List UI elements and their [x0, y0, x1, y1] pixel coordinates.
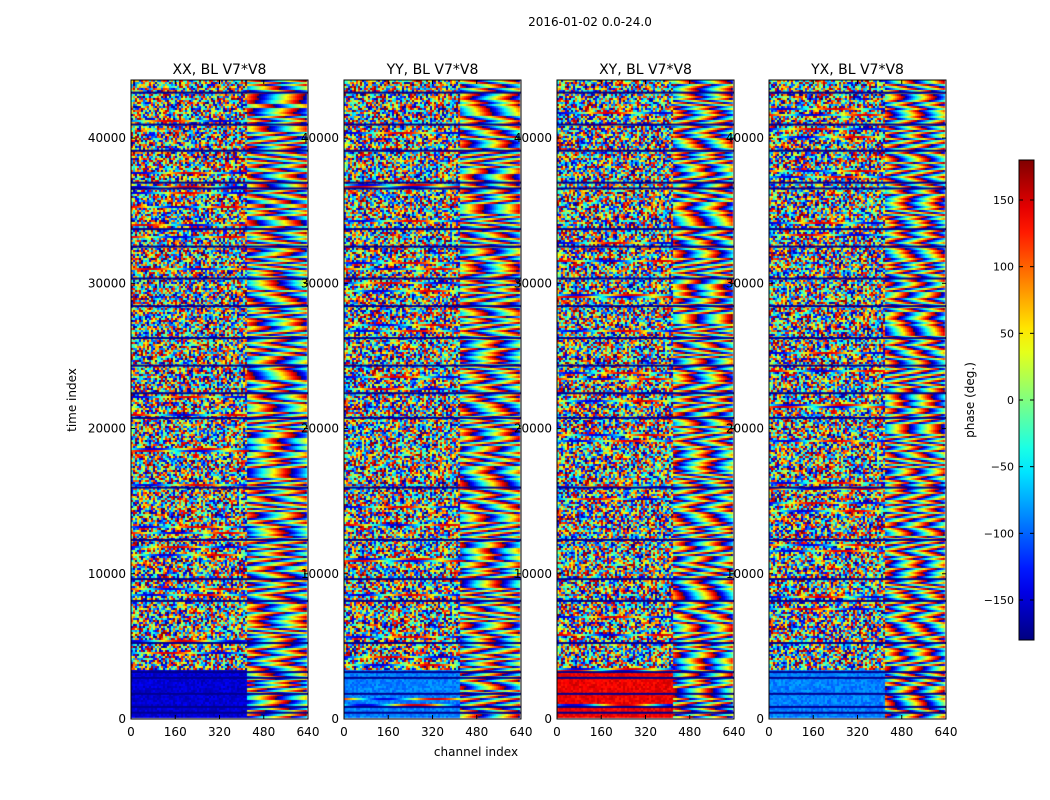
panel-xx: XX, BL V7*V8 0 160 320 480 640 0 10000 20000 3000…: [88, 62, 320, 739]
x-tick-label: 160: [802, 725, 825, 739]
phase-heatmap: [769, 80, 946, 719]
x-tick-label: 320: [634, 725, 657, 739]
y-tick-label: 30000: [514, 276, 552, 290]
colorbar-label: phase (deg.): [963, 362, 977, 438]
colorbar-tick-label: 50: [1000, 327, 1014, 340]
y-tick-label: 20000: [88, 422, 126, 436]
y-tick-label: 0: [756, 712, 764, 726]
x-tick-label: 0: [765, 725, 773, 739]
x-tick-label: 480: [465, 725, 488, 739]
x-tick-label: 320: [846, 725, 869, 739]
y-tick-label: 30000: [726, 276, 764, 290]
x-tick-label: 640: [723, 725, 746, 739]
y-axis-label: time index: [65, 368, 79, 432]
panel-yx: YX, BL V7*V8 0 160 320 480 640 0 10000 20000 3000…: [726, 62, 958, 739]
x-tick-label: 640: [297, 725, 320, 739]
figure-suptitle: 2016-01-02 0.0-24.0: [528, 15, 652, 29]
colorbar-tick-label: −150: [984, 594, 1014, 607]
y-tick-label: 30000: [301, 276, 339, 290]
colorbar-tick-label: −100: [984, 527, 1014, 540]
panel-title: XY, BL V7*V8: [599, 62, 692, 78]
phase-heatmap: [344, 80, 521, 719]
x-axis-label: channel index: [434, 745, 518, 759]
colorbar-tick-label: 150: [993, 194, 1014, 207]
x-tick-label: 0: [340, 725, 348, 739]
x-tick-label: 160: [377, 725, 400, 739]
colorbar-tick-label: 100: [993, 261, 1014, 274]
y-tick-label: 20000: [514, 422, 552, 436]
x-tick-label: 320: [208, 725, 231, 739]
y-tick-label: 30000: [88, 276, 126, 290]
x-tick-label: 640: [510, 725, 533, 739]
y-tick-label: 0: [544, 712, 552, 726]
y-tick-label: 40000: [88, 131, 126, 145]
y-tick-label: 40000: [726, 131, 764, 145]
phase-heatmap: [131, 80, 308, 719]
x-tick-label: 160: [164, 725, 187, 739]
panel-yy: YY, BL V7*V8 0 160 320 480 640 0 10000 20000 3000…: [301, 62, 533, 739]
panel-title: YY, BL V7*V8: [386, 62, 479, 78]
y-tick-label: 20000: [301, 422, 339, 436]
panel-xy: XY, BL V7*V8 0 160 320 480 640 0 10000 20000 3000…: [514, 62, 746, 739]
panel-title: YX, BL V7*V8: [810, 62, 904, 78]
y-tick-label: 10000: [301, 567, 339, 581]
colorbar: 150 100 50 0 −50 −100 −150 phase (deg.): [963, 159, 1035, 641]
x-tick-label: 640: [935, 725, 958, 739]
x-tick-label: 160: [590, 725, 613, 739]
y-tick-label: 40000: [514, 131, 552, 145]
x-tick-label: 480: [678, 725, 701, 739]
y-tick-label: 0: [118, 712, 126, 726]
x-tick-label: 320: [421, 725, 444, 739]
x-tick-label: 480: [890, 725, 913, 739]
y-tick-label: 0: [331, 712, 339, 726]
y-tick-label: 20000: [726, 422, 764, 436]
panel-title: XX, BL V7*V8: [173, 62, 267, 78]
colorbar-tick-label: −50: [991, 461, 1014, 474]
colorbar-tick-label: 0: [1007, 394, 1014, 407]
y-tick-label: 10000: [88, 567, 126, 581]
x-tick-label: 0: [553, 725, 561, 739]
x-tick-label: 0: [127, 725, 135, 739]
y-tick-label: 10000: [514, 567, 552, 581]
phase-heatmap: [557, 80, 734, 719]
x-tick-label: 480: [252, 725, 275, 739]
y-tick-label: 40000: [301, 131, 339, 145]
y-tick-label: 10000: [726, 567, 764, 581]
